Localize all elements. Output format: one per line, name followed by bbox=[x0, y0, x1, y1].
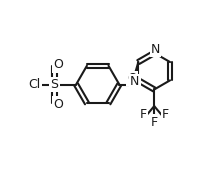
Text: Cl: Cl bbox=[29, 78, 41, 91]
Text: S: S bbox=[50, 78, 58, 91]
Text: O: O bbox=[127, 72, 137, 85]
Text: O: O bbox=[53, 98, 63, 111]
Text: O: O bbox=[53, 58, 63, 71]
Text: N: N bbox=[151, 43, 160, 56]
Text: F: F bbox=[151, 116, 158, 129]
Text: F: F bbox=[162, 108, 169, 121]
Text: N: N bbox=[130, 75, 139, 88]
Text: F: F bbox=[139, 108, 147, 121]
